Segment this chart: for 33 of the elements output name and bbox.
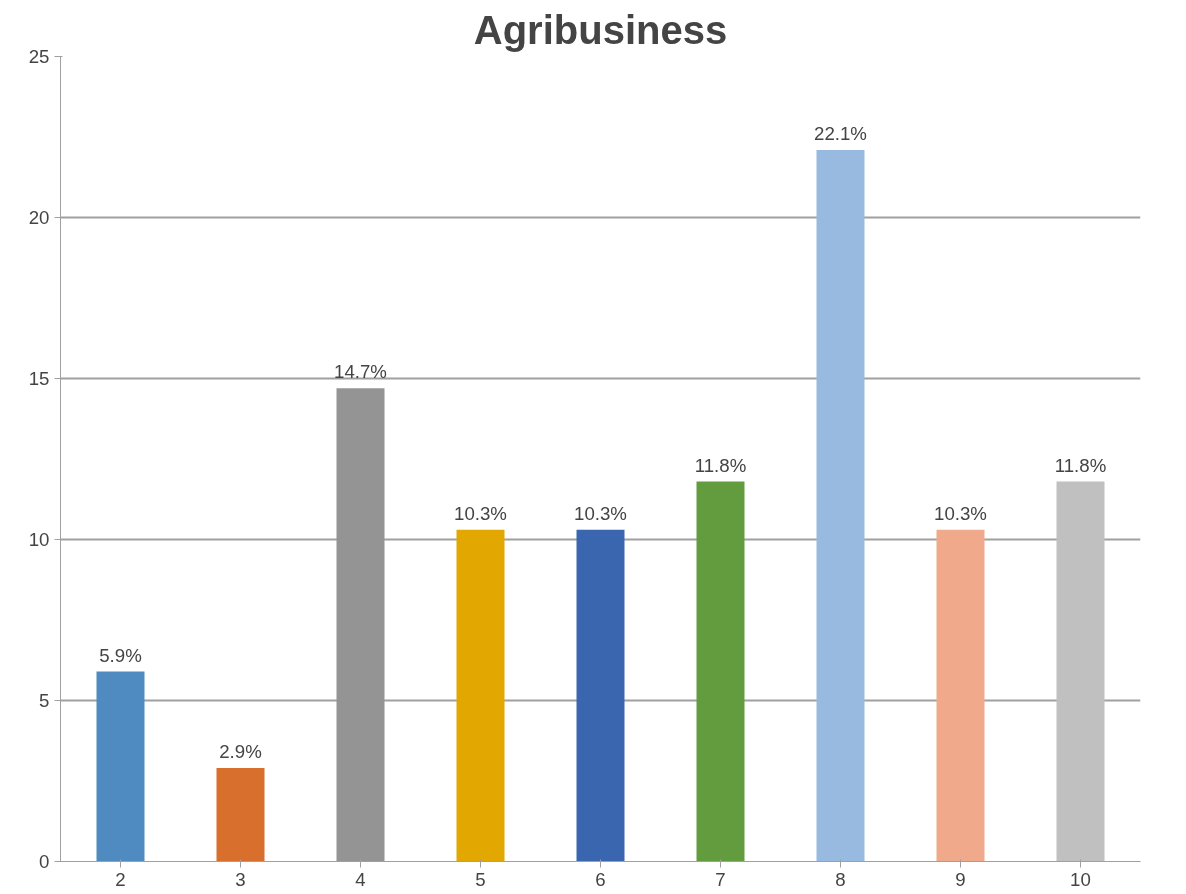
data-label: 14.7% — [334, 361, 387, 383]
data-label: 10.3% — [934, 502, 987, 524]
bar — [816, 149, 865, 862]
y-tick-label: 0 — [39, 851, 50, 872]
data-label: 22.1% — [814, 122, 867, 144]
bar — [216, 768, 265, 862]
bar — [456, 529, 505, 862]
data-label: 5.9% — [99, 644, 142, 666]
data-label: 2.9% — [219, 741, 262, 763]
y-tick-label: 15 — [28, 368, 50, 389]
bar — [96, 671, 145, 862]
data-label: 10.3% — [574, 502, 627, 524]
data-label: 11.8% — [694, 454, 747, 476]
x-tick-label: 9 — [955, 868, 966, 890]
bar — [576, 529, 625, 862]
x-tick-label: 10 — [1070, 868, 1091, 890]
x-tick-label: 7 — [715, 868, 726, 890]
chart-title: Agribusiness — [473, 7, 728, 52]
x-tick-label: 4 — [355, 868, 366, 890]
x-tick-label: 8 — [835, 868, 846, 890]
y-tick-label: 20 — [28, 207, 50, 228]
bar — [1056, 481, 1105, 862]
data-label: 11.8% — [1054, 454, 1107, 476]
x-tick-label: 5 — [475, 868, 486, 890]
y-tick-label: 5 — [39, 690, 50, 711]
y-tick-label: 25 — [28, 46, 50, 67]
x-tick-label: 3 — [235, 868, 246, 890]
bar — [696, 481, 745, 862]
data-label: 10.3% — [454, 502, 507, 524]
bar — [936, 529, 985, 862]
x-tick-label: 6 — [595, 868, 606, 890]
x-tick-label: 2 — [115, 868, 126, 890]
y-tick-label: 10 — [28, 529, 50, 550]
